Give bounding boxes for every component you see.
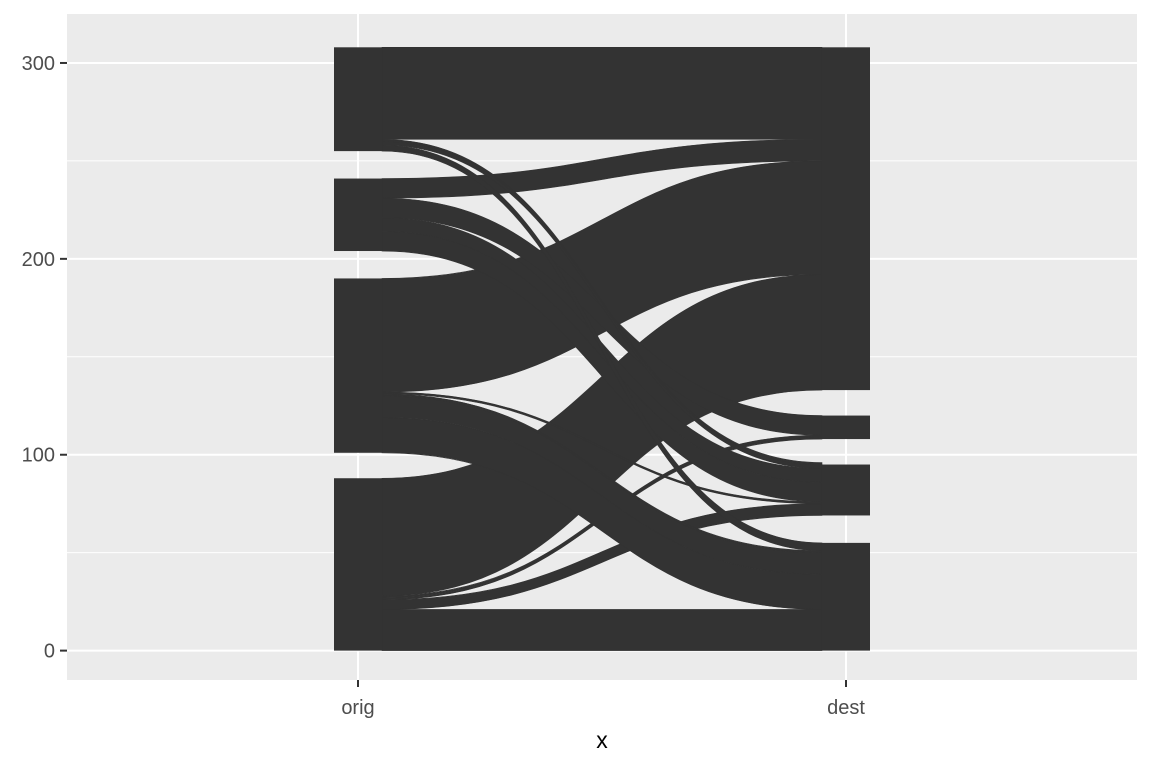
flow-band <box>381 609 823 651</box>
y-tick-label: 100 <box>22 445 55 467</box>
stratum-block <box>334 47 382 152</box>
flow-band <box>381 503 823 610</box>
y-tick-label: 300 <box>22 53 55 75</box>
stratum-block <box>334 278 382 453</box>
y-axis: 0 100 200 300 <box>22 53 67 663</box>
flow-band <box>381 46 823 140</box>
x-tick-label: dest <box>827 697 865 719</box>
flow-layer <box>381 46 823 651</box>
x-axis-title: x <box>596 727 608 753</box>
y-tick-label: 200 <box>22 249 55 271</box>
stratum-layer <box>334 47 870 651</box>
x-axis: orig dest <box>341 680 865 719</box>
stratum-block <box>822 47 870 391</box>
stratum-block <box>334 178 382 252</box>
flow-band <box>381 139 823 465</box>
y-tick-label: 0 <box>44 641 55 663</box>
stratum-block <box>822 415 870 440</box>
stratum-block <box>822 464 870 516</box>
x-tick-label: orig <box>341 697 374 719</box>
stratum-block <box>334 478 382 651</box>
stratum-block <box>822 542 870 651</box>
